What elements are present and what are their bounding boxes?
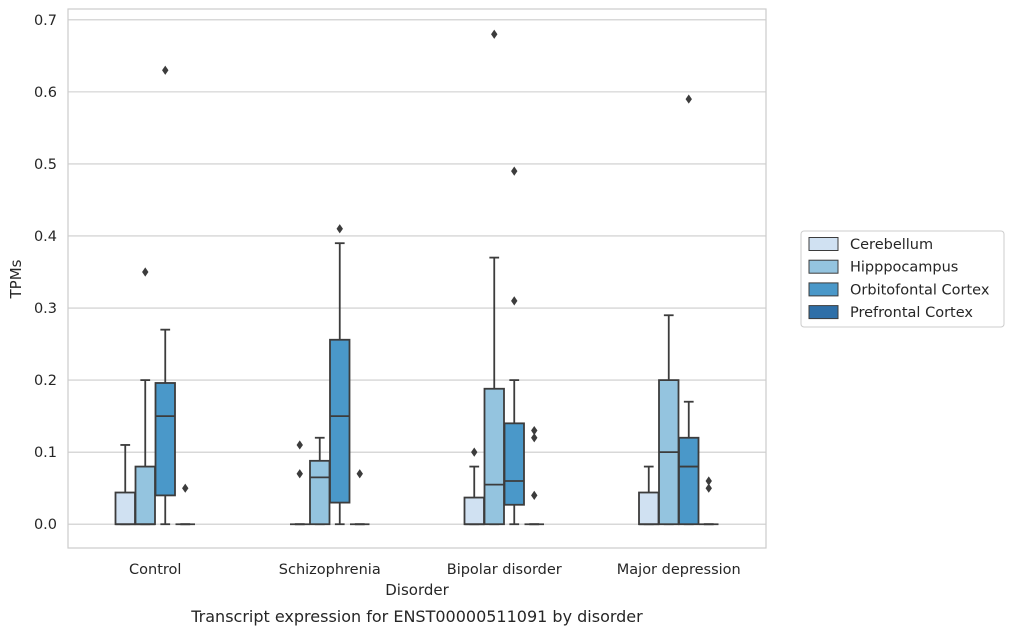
outlier-point (296, 440, 303, 450)
box (483, 387, 505, 526)
category-group (290, 224, 370, 526)
outlier-point (531, 425, 538, 436)
x-tick-label: Bipolar disorder (447, 562, 562, 578)
box (134, 465, 156, 526)
box (114, 491, 136, 526)
outlier-point (531, 433, 538, 443)
legend: Cerebellum Hipppocampus Orbitofontal Corte… (800, 230, 1005, 328)
outlier-point (336, 224, 343, 234)
box (503, 422, 525, 506)
legend-label: Cerebellum (850, 237, 933, 253)
y-tick-label: 0.5 (34, 157, 57, 173)
outlier-point (471, 447, 478, 457)
outlier-point (511, 296, 518, 306)
legend-label: Orbitofontal Cortex (850, 282, 990, 298)
y-tick-label: 0.7 (34, 13, 57, 29)
category-group (463, 29, 544, 526)
box (329, 338, 351, 504)
outlier-point (685, 94, 692, 104)
outlier-point (296, 469, 303, 479)
legend-swatch (808, 259, 839, 274)
y-tick-label: 0.6 (34, 85, 57, 101)
box-groups (114, 29, 719, 526)
x-axis-label: Disorder (385, 581, 449, 599)
plot-frame (67, 8, 767, 549)
box (154, 382, 176, 497)
legend-swatch (808, 305, 839, 320)
category-group (114, 65, 195, 526)
box (638, 491, 660, 526)
y-tick-label: 0.4 (34, 229, 57, 245)
outlier-point (705, 476, 712, 486)
outlier-point (356, 469, 363, 479)
outlier-point (182, 483, 189, 493)
outlier-point (142, 267, 149, 277)
x-tick-labels: Control Schizophrenia Bipolar disorder Majo… (129, 562, 741, 578)
y-tick-label: 0.2 (34, 373, 57, 389)
legend-swatch (808, 237, 839, 251)
box (309, 459, 331, 526)
legend-label: Prefrontal Cortex (850, 305, 973, 321)
legend-frame (800, 230, 1005, 328)
category-group (638, 94, 719, 526)
box (463, 496, 485, 526)
legend-label: Hipppocampus (850, 260, 958, 276)
y-tick-label: 0.3 (34, 301, 57, 317)
legend-swatch (808, 282, 839, 297)
x-tick-label: Control (129, 562, 181, 578)
outlier-point (531, 490, 538, 500)
plot-area (68, 9, 766, 548)
outlier-point (491, 29, 498, 39)
box (678, 436, 700, 526)
outlier-point (705, 483, 712, 493)
figure-caption: Transcript expression for ENST0000051109… (190, 607, 643, 626)
x-tick-label: Major depression (617, 562, 741, 578)
outlier-point (162, 65, 169, 75)
outlier-point (511, 166, 518, 176)
y-tick-label: 0.1 (34, 445, 57, 461)
x-tick-label: Schizophrenia (279, 562, 381, 578)
y-tick-label: 0.0 (34, 517, 57, 533)
y-tick-labels: 0.0 0.1 0.2 0.3 0.4 0.5 0.6 0.7 (34, 13, 57, 533)
y-axis-label: TPMs (7, 259, 25, 299)
